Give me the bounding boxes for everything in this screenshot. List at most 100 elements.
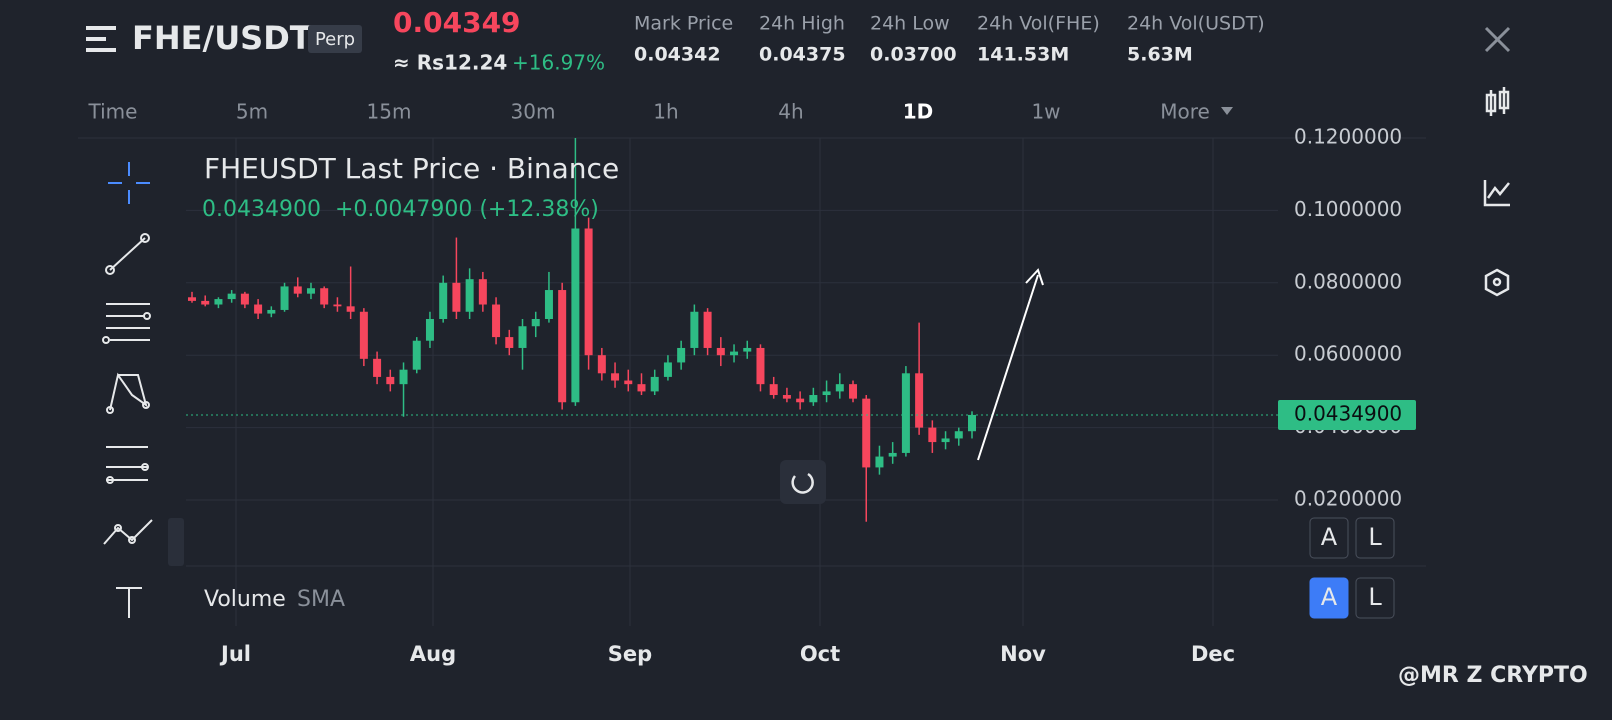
timeframe[interactable]: 15m — [367, 100, 412, 124]
candle-body — [267, 309, 276, 314]
candle-body — [452, 282, 461, 312]
chart-title: FHEUSDT Last Price · Binance — [204, 152, 619, 185]
candle-body — [373, 358, 382, 377]
scale-button[interactable] — [1355, 577, 1395, 619]
candle-body — [227, 293, 236, 300]
candle-body — [531, 319, 540, 327]
price: 0.04349 — [393, 6, 521, 39]
candle-body — [835, 384, 844, 392]
candle-body — [928, 427, 937, 443]
change: +16.97% — [512, 51, 605, 75]
candle-body — [716, 347, 725, 356]
candle-body — [412, 340, 421, 370]
candle-body — [875, 456, 884, 468]
scale-button-label: L — [1368, 523, 1382, 551]
timeframe[interactable]: 1w — [1031, 100, 1060, 124]
candle-body — [968, 414, 976, 432]
stat-label: 24h Vol(FHE) — [977, 13, 1100, 35]
candle-body — [492, 304, 501, 338]
candle-body — [544, 290, 553, 319]
volume-label: Volume — [204, 587, 286, 612]
stat-value: 0.04342 — [634, 44, 721, 66]
scale-button[interactable] — [1309, 577, 1349, 619]
stat-value: 0.03700 — [870, 44, 957, 66]
drawn-arrow — [977, 274, 1039, 461]
stat-label: 24h High — [759, 13, 845, 35]
pair: FHE/USDT — [132, 19, 312, 57]
x-tick-label: Dec — [1191, 642, 1235, 666]
candle-body — [769, 384, 778, 396]
scale-button[interactable] — [1355, 517, 1395, 559]
timeframe[interactable]: Time — [88, 100, 138, 124]
timeframe[interactable]: 1D — [903, 100, 934, 124]
watermark: @MR Z CRYPTO — [1398, 663, 1588, 688]
candle-body — [796, 398, 805, 403]
candle-body — [584, 228, 593, 356]
stat-label: Mark Price — [634, 13, 733, 35]
timeframe[interactable]: 1h — [653, 100, 678, 124]
reset-icon — [791, 472, 814, 494]
close-icon[interactable] — [1484, 26, 1511, 53]
candle-body — [333, 304, 342, 307]
scale-button[interactable] — [1309, 517, 1349, 559]
candle-body — [188, 297, 196, 301]
arrow-head — [1025, 268, 1044, 286]
scale-button-label: L — [1368, 583, 1382, 611]
candle-body — [254, 304, 263, 314]
left-toolbar — [102, 162, 153, 618]
candle-body — [677, 347, 686, 363]
x-tick-label: Jul — [219, 642, 251, 666]
candle-body — [663, 362, 672, 377]
y-tick-label: 0.0800000 — [1294, 269, 1402, 293]
stat-label: 24h Low — [870, 13, 950, 35]
y-tick-label: 0.0600000 — [1294, 342, 1402, 366]
candle-body — [703, 311, 712, 348]
candle-body — [518, 326, 527, 348]
timeframe[interactable]: 30m — [511, 100, 556, 124]
candle-body — [478, 279, 487, 305]
timeframe[interactable]: 5m — [236, 100, 268, 124]
volume-indicator: SMA — [297, 587, 345, 612]
candle-body — [862, 398, 871, 468]
menu-icon[interactable] — [86, 26, 116, 52]
candle-body — [941, 438, 950, 443]
last-price-label: 0.0434900 — [1294, 401, 1402, 425]
timeframe[interactable]: More — [1160, 100, 1210, 124]
plot — [78, 137, 1426, 626]
candle-body — [359, 311, 368, 359]
candle-body — [849, 384, 858, 399]
candle-body — [425, 319, 434, 341]
candle-body — [822, 391, 831, 396]
collapse-handle[interactable] — [168, 518, 184, 566]
x-tick-label: Sep — [608, 642, 652, 666]
candle-body — [650, 376, 659, 392]
candle-body — [306, 288, 315, 294]
candle-body — [240, 293, 249, 305]
candle-body — [505, 337, 514, 348]
candle-body — [915, 373, 924, 428]
candle-body — [201, 300, 210, 305]
candle-body — [901, 373, 910, 453]
reset-button[interactable] — [780, 460, 826, 504]
candle-body — [214, 299, 223, 305]
candle-body — [597, 355, 606, 374]
candle-body — [465, 279, 474, 312]
right-toolbar — [1483, 87, 1510, 297]
y-tick-label: 0.0200000 — [1294, 487, 1402, 511]
y-tick-label: 0.1000000 — [1294, 197, 1402, 221]
scale-button-label: A — [1321, 523, 1338, 551]
candle-body — [756, 347, 765, 385]
stat-value: 5.63M — [1127, 44, 1193, 66]
legend-values: 0.0434900 +0.0047900 (+12.38%) — [202, 197, 599, 222]
candle-body — [386, 376, 395, 385]
timeframe[interactable]: 4h — [778, 100, 803, 124]
x-tick-label: Nov — [1000, 642, 1046, 666]
dropdown-arrow — [1221, 107, 1233, 115]
candle-body — [637, 384, 646, 392]
candle-body — [624, 380, 633, 385]
stat-label: 24h Vol(USDT) — [1127, 13, 1265, 35]
candle-body — [743, 347, 752, 352]
candle-body — [782, 395, 791, 399]
candle-body — [346, 306, 355, 312]
